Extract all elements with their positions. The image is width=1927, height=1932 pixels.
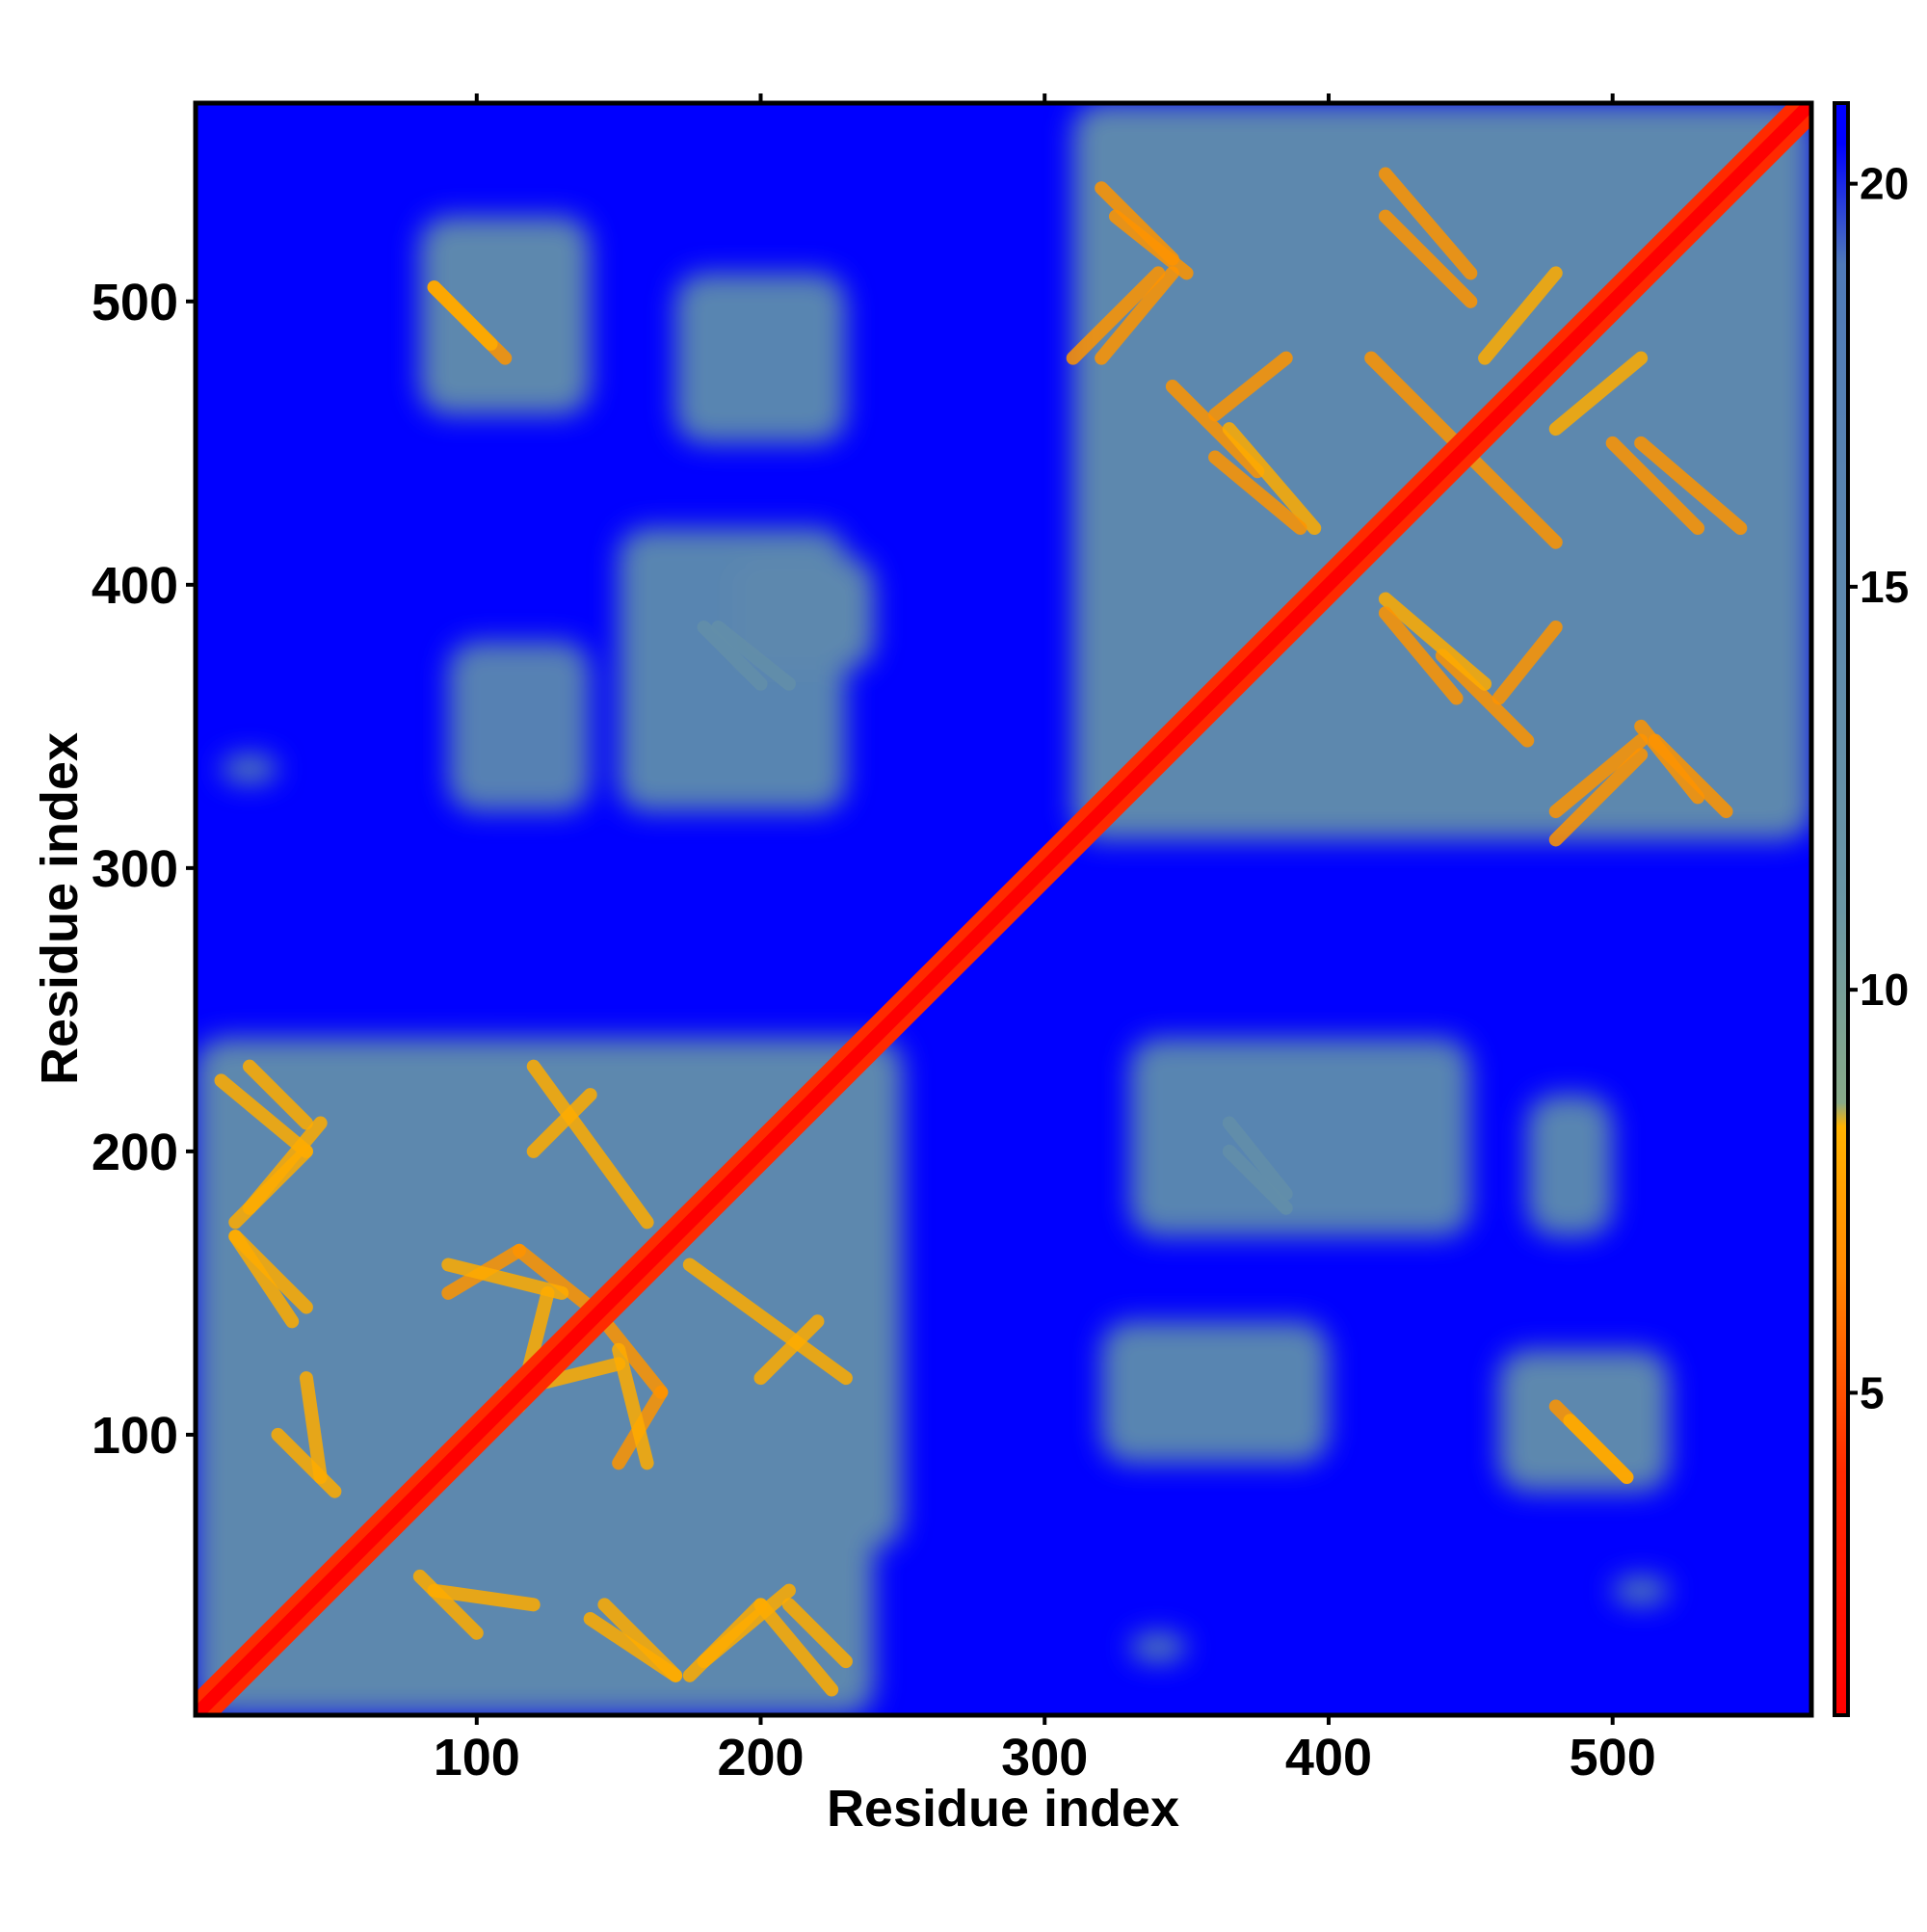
contact-streak [583,1612,683,1682]
y-axis-label: Residue index [31,732,89,1085]
contact-streak-mirror [1095,181,1179,266]
contact-block [419,216,591,415]
contact-streak [1548,748,1649,847]
contact-streak [753,1314,825,1386]
contact-block [221,754,278,783]
contact-block [419,1038,903,1548]
x-tick-label: 400 [1285,1729,1372,1786]
contact-streak-mirror [1548,733,1649,819]
contact-streak [781,1598,853,1669]
contact-streak-mirror [1548,351,1649,437]
x-axis: 100 200 300 400 500 [434,1715,1656,1786]
colorbar-tick-label: 20 [1860,159,1909,209]
contact-streak [1378,167,1478,280]
contact-streak-mirror [1435,648,1535,748]
contact-streak [1364,351,1464,450]
contact-streak [697,1583,796,1669]
x-tick-label: 500 [1570,1729,1656,1786]
y-tick-label: 100 [92,1407,178,1465]
contact-streak [1095,266,1179,365]
contact-streak [299,1371,328,1485]
contact-block [1357,442,1811,840]
y-tick-label: 400 [92,557,178,615]
contact-streak-mirror [753,1598,839,1697]
contact-streak-mirror [427,280,498,351]
contact-streak [1478,266,1563,365]
contact-streak-mirror [1208,450,1307,536]
heatmap-plot-area [196,103,1811,1715]
contact-block [1129,1632,1187,1662]
y-tick-label: 300 [92,840,178,898]
contact-block [1527,1095,1613,1237]
contact-streak [1222,422,1322,536]
contact-streak-mirror [711,620,796,691]
x-tick-label: 100 [434,1729,520,1786]
contact-streak [1378,606,1464,705]
contact-streak [512,1243,597,1314]
contact-streak-mirror [1208,351,1293,422]
contact-streak [1648,733,1733,819]
contact-streak-mirror [242,1059,313,1130]
y-tick-label: 200 [92,1124,178,1181]
contact-streak [214,1073,313,1158]
contact-streak-mirror [228,1230,300,1329]
x-axis-label: Residue index [827,1780,1179,1838]
contact-block [1129,1038,1471,1237]
contact-block [732,556,875,671]
colorbar-tick-label: 5 [1860,1367,1885,1417]
contact-streak-mirror [1464,450,1563,549]
contact-block [1498,1349,1670,1492]
x-tick-label: 300 [1001,1729,1088,1786]
contact-streak [1563,1414,1634,1485]
colorbar-tick-label: 15 [1860,562,1909,612]
contact-streak-mirror [1222,1144,1293,1215]
diagonal-layer [196,103,1811,1715]
diagonal-line [196,103,1811,1715]
contact-streak-mirror [242,1116,328,1215]
contact-streak-mirror [271,1427,342,1498]
contact-streak-mirror [1378,209,1478,308]
top-axis-ticks [474,93,1615,103]
plot-frame [193,100,1814,1718]
contact-block [1612,1575,1670,1605]
contact-streak-mirror [682,1257,853,1386]
colorbar-ticks: 5 10 15 20 [1848,159,1909,1417]
contact-streak-mirror [1378,592,1492,691]
contact-block [419,1548,875,1715]
x-tick-label: 200 [717,1729,804,1786]
contact-streak-mirror [597,1314,669,1399]
contact-streak [697,620,768,691]
contact-streak [526,1059,654,1230]
contact-lines-layer [214,167,1748,1697]
y-tick-label: 500 [92,274,178,331]
colorbar-gradient [1833,101,1850,1717]
contact-streak-mirror [1066,266,1166,365]
contact-streak [1222,1116,1293,1201]
contact-block [675,273,846,443]
contact-streak [1165,380,1265,479]
contact-block [196,1038,534,1492]
contact-streak [1605,436,1705,536]
colorbar: 5 10 15 20 [1833,101,1909,1717]
contact-block [448,641,591,812]
contact-streak-mirror [1634,436,1748,536]
contact-streak-mirror [526,1088,597,1158]
contact-block [1101,1321,1329,1464]
colorbar-tick-label: 10 [1860,965,1909,1015]
y-axis: 100 200 300 400 500 [92,274,196,1465]
contact-streak [1491,620,1563,705]
contact-streak-mirror [427,1583,541,1612]
contact-streak [412,1569,484,1640]
